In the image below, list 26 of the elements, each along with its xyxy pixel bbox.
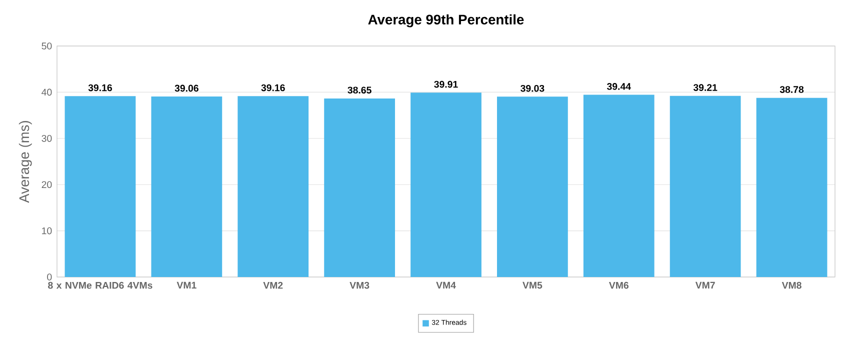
x-tick-label: VM6 [608, 282, 628, 289]
data-label: 39.21 [693, 84, 718, 91]
y-tick-label: 40 [42, 88, 52, 96]
x-tick-label: VM1 [176, 282, 196, 289]
data-label: 39.91 [434, 80, 458, 88]
y-tick-label: 0 [47, 274, 52, 280]
chart-title: Average 99th Percentile [368, 14, 524, 28]
x-tick-label: VM3 [350, 282, 370, 289]
data-label: 39.16 [261, 84, 285, 92]
data-label: 39.16 [88, 84, 112, 92]
y-tick-label: 30 [42, 134, 52, 142]
data-label: 39.03 [520, 84, 544, 92]
data-label: 38.65 [348, 86, 372, 94]
x-tick-label: VM5 [522, 282, 542, 289]
y-tick-label: 20 [42, 181, 52, 188]
x-tick-label: VM7 [695, 282, 715, 289]
x-tick-label: VM2 [263, 282, 283, 289]
x-tick-label: VM8 [782, 282, 802, 289]
y-tick-label: 50 [42, 42, 52, 50]
data-label: 38.78 [780, 86, 804, 93]
x-tick-label: 8 x NVMe RAID6 4VMs [48, 282, 152, 289]
data-label: 39.44 [606, 83, 631, 90]
data-label: 39.06 [174, 84, 198, 92]
y-axis-title: Average (ms) [18, 120, 32, 203]
y-tick-label: 10 [42, 227, 52, 234]
x-tick-label: VM4 [436, 282, 456, 289]
